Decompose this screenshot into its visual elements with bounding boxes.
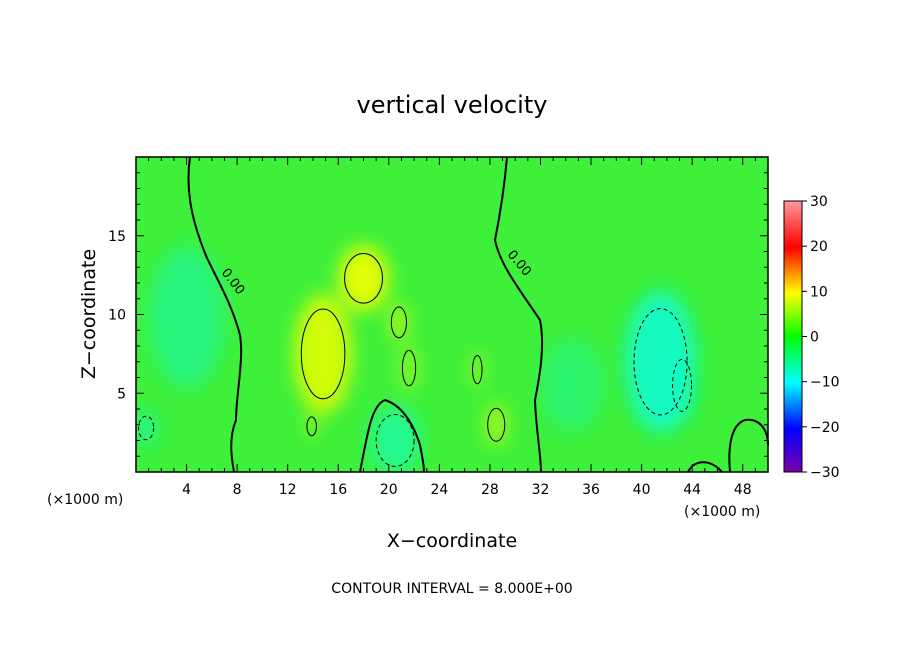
x-tick-label: 16 xyxy=(329,482,347,498)
x-tick-label: 48 xyxy=(734,482,752,498)
colorbar xyxy=(783,200,803,473)
contour-negative xyxy=(138,415,155,441)
colorbar-tick-label: 20 xyxy=(810,239,828,255)
contour-positive xyxy=(401,349,417,387)
x-tick-label: 28 xyxy=(481,482,499,498)
x-tick-label: 12 xyxy=(279,482,297,498)
x-tick-label: 4 xyxy=(182,482,191,498)
colorbar-tick-label: 0 xyxy=(810,330,819,346)
field-region-negative xyxy=(669,350,695,421)
x-tick-label: 40 xyxy=(633,482,651,498)
zero-contour-right xyxy=(493,156,544,473)
contour-positive xyxy=(306,416,317,437)
zero-contour-br xyxy=(728,418,769,473)
chart-title: vertical velocity xyxy=(357,91,548,119)
y-tick-label: 15 xyxy=(108,229,126,245)
colorbar-tick-label: −30 xyxy=(810,465,840,481)
field-region-positive xyxy=(294,294,353,414)
x-tick-label: 32 xyxy=(532,482,550,498)
contour-positive xyxy=(472,354,483,385)
colorbar-tick-label: 30 xyxy=(810,194,828,210)
x-tick-label: 8 xyxy=(233,482,242,498)
field-region-negative xyxy=(540,338,604,433)
field-region-negative xyxy=(148,246,225,389)
x-unit-right: (×1000 m) xyxy=(684,504,760,520)
x-axis-label: X−coordinate xyxy=(387,530,517,552)
x-tick-label: 20 xyxy=(380,482,398,498)
x-tick-label: 36 xyxy=(582,482,600,498)
contour-positive xyxy=(344,252,383,304)
contour-positive xyxy=(487,407,506,442)
contour-negative xyxy=(672,358,693,412)
x-tick-label: 24 xyxy=(430,482,448,498)
field-region-positive xyxy=(388,301,410,343)
y-axis-label: Z−coordinate xyxy=(78,249,100,379)
zero-contour-bottom xyxy=(687,461,723,473)
x-unit-left: (×1000 m) xyxy=(47,492,123,508)
contour-interval-note: CONTOUR INTERVAL = 8.000E+00 xyxy=(331,581,572,597)
zero-contour-left xyxy=(187,156,243,473)
zero-contour-center xyxy=(359,398,425,473)
field-region-positive xyxy=(484,402,508,447)
contour-negative xyxy=(633,308,688,416)
x-tick-label: 44 xyxy=(683,482,701,498)
colorbar-tick-label: −10 xyxy=(810,375,840,391)
contour-positive xyxy=(300,308,346,400)
y-tick-label: 10 xyxy=(108,308,126,324)
y-tick-label: 5 xyxy=(117,386,126,402)
colorbar-tick-label: 10 xyxy=(810,284,828,300)
contour-positive xyxy=(390,306,407,339)
field-region-positive xyxy=(338,245,389,312)
contour-negative xyxy=(375,414,415,467)
field-region-negative xyxy=(369,405,421,472)
field-region-negative xyxy=(136,412,157,444)
colorbar-tick-label: −20 xyxy=(810,420,840,436)
